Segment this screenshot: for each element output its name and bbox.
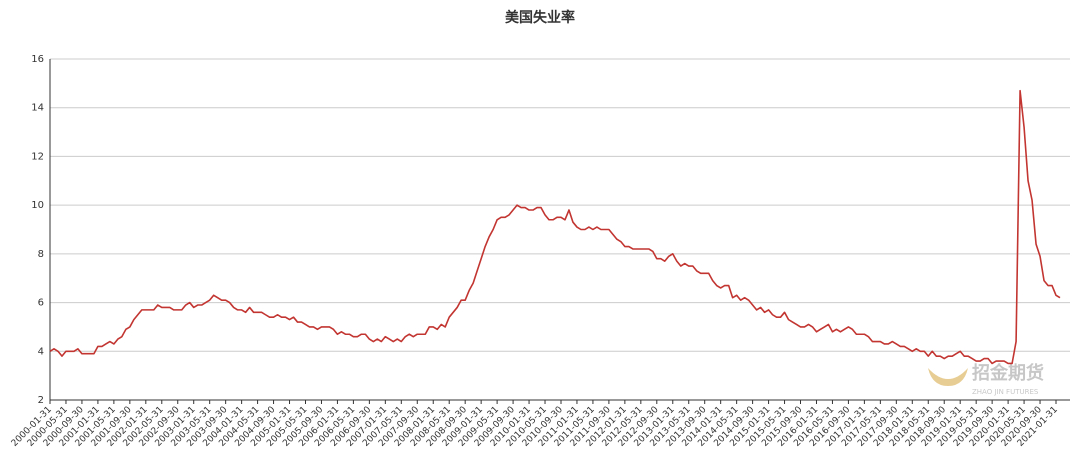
y-tick-label: 6 <box>38 298 44 309</box>
y-tick-label: 12 <box>31 151 44 162</box>
y-tick-label: 8 <box>38 249 44 260</box>
watermark: 招金期货 ZHAO JIN FUTURES <box>928 362 1044 396</box>
watermark-text: 招金期货 <box>972 362 1044 384</box>
y-tick-label: 10 <box>31 200 44 211</box>
data-line <box>49 89 1061 365</box>
y-tick-label: 16 <box>31 54 44 65</box>
y-tick-label: 4 <box>38 346 44 357</box>
y-tick-label: 2 <box>38 395 44 406</box>
chart-title: 美国失业率 <box>505 9 575 26</box>
watermark-logo <box>928 368 968 386</box>
y-tick-label: 14 <box>31 103 44 114</box>
watermark-subtext: ZHAO JIN FUTURES <box>972 388 1039 396</box>
